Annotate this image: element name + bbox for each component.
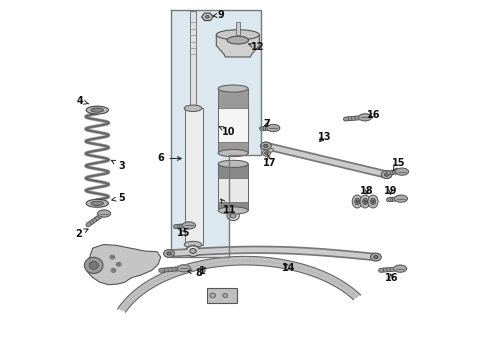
Ellipse shape (167, 252, 171, 255)
Ellipse shape (112, 270, 115, 271)
Bar (172, 10, 261, 257)
Ellipse shape (223, 293, 228, 297)
Text: 3: 3 (111, 160, 124, 171)
Text: 8: 8 (188, 268, 202, 278)
Ellipse shape (352, 195, 362, 208)
Text: 18: 18 (360, 186, 374, 196)
Ellipse shape (372, 200, 374, 203)
Ellipse shape (227, 36, 248, 44)
Ellipse shape (216, 30, 259, 40)
Ellipse shape (370, 198, 375, 205)
Text: 10: 10 (219, 127, 236, 136)
Ellipse shape (374, 256, 378, 259)
Text: 12: 12 (248, 42, 265, 52)
Text: 17: 17 (263, 155, 277, 168)
Ellipse shape (368, 195, 378, 208)
Ellipse shape (116, 262, 122, 266)
Ellipse shape (186, 246, 200, 256)
Bar (218, 164, 248, 211)
Text: 5: 5 (112, 193, 124, 203)
Text: 2: 2 (75, 229, 88, 239)
Ellipse shape (218, 207, 248, 214)
Ellipse shape (190, 248, 196, 253)
Ellipse shape (118, 264, 120, 265)
Ellipse shape (385, 173, 389, 176)
Ellipse shape (205, 15, 209, 18)
Ellipse shape (364, 200, 366, 203)
Bar (236, 22, 240, 35)
Ellipse shape (110, 255, 115, 259)
Polygon shape (267, 125, 280, 131)
Text: 14: 14 (282, 263, 295, 273)
Bar (218, 202, 248, 211)
Ellipse shape (218, 149, 248, 157)
Ellipse shape (356, 200, 358, 203)
Ellipse shape (355, 198, 360, 205)
Bar (218, 164, 248, 178)
Ellipse shape (84, 257, 103, 273)
Ellipse shape (184, 105, 202, 112)
Text: 9: 9 (213, 10, 224, 20)
Ellipse shape (370, 253, 381, 261)
Text: 7: 7 (264, 120, 270, 129)
Ellipse shape (86, 106, 108, 114)
Ellipse shape (269, 148, 273, 152)
Polygon shape (394, 265, 407, 272)
Polygon shape (98, 210, 111, 217)
Text: 13: 13 (318, 132, 331, 142)
Ellipse shape (260, 142, 271, 150)
Polygon shape (216, 35, 259, 57)
Bar (218, 142, 248, 153)
Polygon shape (87, 244, 161, 285)
Polygon shape (177, 265, 191, 272)
Bar (229, 155, 261, 257)
Text: 16: 16 (367, 110, 380, 120)
Ellipse shape (363, 198, 368, 205)
Bar (218, 89, 248, 108)
Text: 11: 11 (221, 199, 237, 216)
Ellipse shape (89, 261, 98, 269)
Ellipse shape (218, 160, 248, 167)
Bar (185, 108, 203, 244)
Polygon shape (359, 114, 371, 121)
Ellipse shape (86, 199, 108, 207)
Polygon shape (118, 256, 361, 312)
Text: 16: 16 (385, 273, 398, 283)
Bar (218, 89, 248, 153)
Ellipse shape (111, 269, 116, 273)
Text: 4: 4 (76, 96, 89, 106)
Ellipse shape (263, 150, 270, 156)
Ellipse shape (111, 256, 114, 258)
Ellipse shape (227, 211, 239, 221)
Text: 15: 15 (176, 228, 190, 238)
Text: 15: 15 (392, 158, 405, 171)
Ellipse shape (230, 214, 236, 218)
Polygon shape (395, 168, 409, 175)
Ellipse shape (210, 293, 216, 298)
Ellipse shape (184, 241, 202, 248)
Ellipse shape (91, 201, 103, 206)
Polygon shape (201, 13, 213, 21)
Text: 1: 1 (199, 266, 206, 276)
Ellipse shape (381, 171, 392, 179)
Ellipse shape (164, 249, 174, 257)
Ellipse shape (218, 85, 248, 92)
Polygon shape (183, 222, 196, 229)
Text: 19: 19 (384, 186, 397, 197)
Bar (191, 12, 196, 108)
Ellipse shape (360, 195, 370, 208)
Ellipse shape (91, 108, 103, 112)
Ellipse shape (264, 144, 268, 148)
Bar (207, 288, 237, 303)
Polygon shape (394, 195, 407, 202)
Text: 6: 6 (158, 153, 181, 163)
Ellipse shape (265, 152, 269, 154)
